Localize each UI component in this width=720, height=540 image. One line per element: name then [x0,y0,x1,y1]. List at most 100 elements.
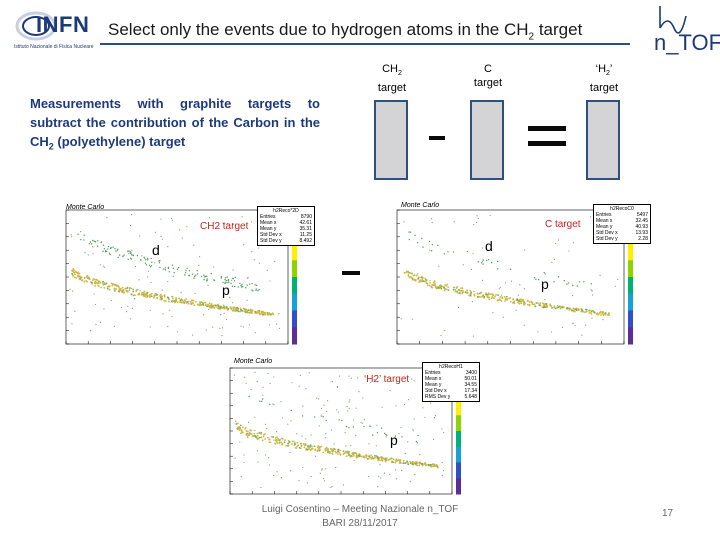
proton-event [335,451,338,454]
proton-event [416,464,419,467]
proton-event [456,291,459,294]
deuteron-event [200,275,203,278]
proton-event [499,299,502,301]
proton-event [460,287,463,290]
proton-event [473,290,475,293]
deuteron-label: d [152,242,160,258]
deuteron-event [168,271,170,273]
deuteron-event [115,250,117,252]
deuteron-event [145,264,148,266]
equals-sign-bottom [528,141,566,146]
deuteron-event [443,253,446,255]
proton-event [113,284,116,286]
background-event [242,326,245,328]
background-event [268,324,271,326]
proton-event [523,303,525,306]
background-event [412,428,414,430]
proton-event [518,300,521,302]
background-event [160,218,162,220]
proton-event [537,302,539,305]
proton-event [100,286,102,289]
background-event [471,301,474,303]
proton-event [432,281,435,284]
background-event [243,454,245,456]
proton-event [368,455,371,458]
deuteron-event [130,252,132,255]
deuteron-event [222,281,224,284]
deuteron-event [259,400,261,402]
background-event [498,288,500,290]
deuteron-event [254,284,256,286]
background-event [102,265,104,267]
background-event [160,235,162,238]
background-event [247,421,250,423]
proton-event [482,294,485,297]
proton-event [278,439,281,442]
background-event [258,262,261,264]
proton-event [555,307,558,309]
background-event [93,293,95,295]
c-dedx-plot: Monte Carlo C target d p h2RecoC0 Entrie… [375,200,660,358]
stats-row: Std Dev y 2.28 [596,236,648,242]
background-event [167,245,169,248]
deuteron-event [245,287,247,289]
proton-event [120,289,123,292]
proton-event [426,282,429,285]
background-event [335,466,337,469]
deuteron-event [203,278,205,281]
proton-event [106,287,109,290]
proton-event [254,435,257,437]
proton-event [596,313,599,316]
deuteron-event [372,434,374,436]
proton-event [572,307,575,310]
proton-event [570,308,573,311]
proton-event [509,297,512,299]
background-event [223,312,225,314]
background-event [239,441,241,443]
deuteron-event [108,252,111,254]
background-event [362,397,364,399]
proton-event [71,269,74,272]
deuteron-event [146,257,149,260]
proton-event [128,287,131,289]
proton-event [253,435,255,437]
background-event [489,214,491,216]
proton-event [262,435,265,438]
proton-event [240,429,243,432]
background-event [94,303,97,306]
stats-row: Std Dev x 13.93 [596,230,648,236]
background-event [318,398,320,400]
ch2-target-box [374,100,408,180]
proton-event [593,311,596,314]
proton-event [182,301,184,304]
proton-event [553,305,556,308]
proton-event [181,299,184,302]
proton-event [294,443,296,446]
deuteron-event [196,273,199,275]
proton-event [473,293,476,296]
background-event [325,433,327,435]
proton-event [382,457,384,459]
deuteron-event [148,264,151,266]
proton-event [221,307,223,309]
background-event [104,266,106,268]
stats-row: Std Dev x 17.34 [425,388,477,394]
proton-event [469,292,472,295]
deuteron-event [213,279,216,282]
proton-event [478,292,481,295]
background-event [275,323,278,325]
proton-event [417,278,420,280]
proton-event [239,310,242,313]
deuteron-event [322,416,324,418]
proton-event [424,277,427,280]
background-event [268,464,270,466]
proton-label: p [541,276,549,292]
proton-event [92,277,95,280]
background-event [262,394,264,396]
proton-event [153,294,156,297]
proton-event [490,293,493,296]
deuteron-event [376,432,379,434]
background-event [232,302,234,304]
deuteron-event [224,278,226,281]
background-event [154,262,156,264]
